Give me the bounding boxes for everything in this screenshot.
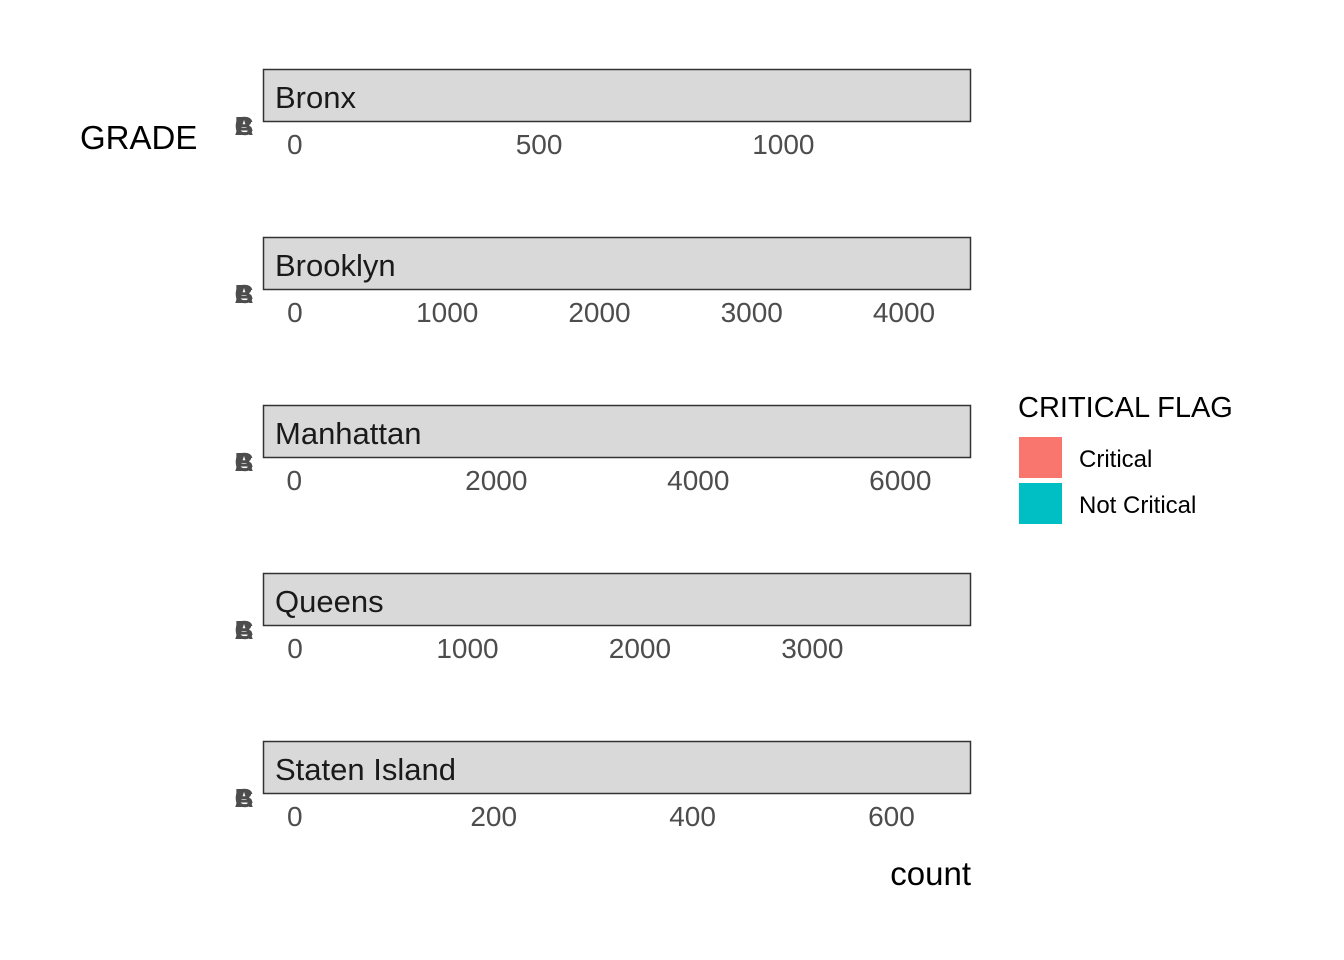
x-tick-label: 1000: [752, 129, 814, 160]
x-tick-label: 2000: [465, 465, 527, 496]
x-tick-label: 2000: [609, 633, 671, 664]
facet-strip-label: Bronx: [275, 80, 356, 115]
x-tick-label: 4000: [873, 297, 935, 328]
panel-staten-island: Staten Island ABC 0 200 400 600: [235, 740, 972, 832]
grade-tick-label: B: [235, 783, 254, 813]
facet-strip: [262, 236, 972, 291]
grade-tick-label: C: [235, 615, 254, 645]
grade-tick-label: A: [235, 279, 254, 309]
x-tick-label: 0: [287, 129, 303, 160]
x-tick-label: 4000: [667, 465, 729, 496]
legend-label: Critical: [1079, 446, 1152, 473]
x-tick-label: 2000: [568, 297, 630, 328]
facet-strip-label: Staten Island: [275, 752, 456, 787]
facet-strip-label: Queens: [275, 584, 384, 619]
x-tick-label: 0: [287, 297, 303, 328]
x-tick-label: 1000: [436, 633, 498, 664]
legend: CRITICAL FLAG Critical Not Critical: [1018, 392, 1233, 524]
x-axis-title: count: [890, 855, 971, 892]
facet-strip: [262, 68, 972, 123]
panel-bronx: Bronx ABC 0 500 1000: [235, 68, 972, 160]
x-tick-label: 0: [287, 633, 303, 664]
legend-item: Critical: [1019, 437, 1152, 478]
grade-tick-label: C: [235, 111, 254, 141]
panel-brooklyn: Brooklyn ABC 0 1000 2000 3000 4000: [235, 236, 972, 328]
legend-swatch: [1019, 437, 1062, 478]
x-tick-label: 200: [470, 801, 517, 832]
facet-strip-label: Brooklyn: [275, 248, 396, 283]
x-tick-label: 3000: [721, 297, 783, 328]
legend-item: Not Critical: [1019, 483, 1196, 524]
grade-tick-label: A: [235, 783, 254, 813]
panel-manhattan: Manhattan ABC 0 2000 4000 6000: [235, 404, 972, 496]
grade-tick-label: C: [235, 279, 254, 309]
legend-title: CRITICAL FLAG: [1018, 392, 1233, 424]
grade-tick-label: B: [235, 279, 254, 309]
x-tick-label: 6000: [869, 465, 931, 496]
x-tick-label: 0: [287, 801, 303, 832]
grade-tick-label: A: [235, 447, 254, 477]
grade-tick-label: C: [235, 447, 254, 477]
y-axis-title: GRADE: [80, 119, 197, 156]
grade-tick-label: B: [235, 447, 254, 477]
facet-strip: [262, 740, 972, 795]
x-tick-label: 500: [516, 129, 563, 160]
grade-tick-label: B: [235, 615, 254, 645]
legend-items: Critical Not Critical: [1019, 437, 1196, 524]
x-tick-label: 400: [669, 801, 716, 832]
grade-tick-label: A: [235, 615, 254, 645]
x-tick-label: 600: [868, 801, 915, 832]
grade-tick-label: B: [235, 111, 254, 141]
x-tick-label: 0: [287, 465, 303, 496]
facet-strip: [262, 572, 972, 627]
grade-tick-label: A: [235, 111, 254, 141]
grade-tick-label: C: [235, 783, 254, 813]
legend-label: Not Critical: [1079, 492, 1196, 519]
facet-strip-label: Manhattan: [275, 416, 422, 451]
x-tick-label: 3000: [781, 633, 843, 664]
facet-strip: [262, 404, 972, 459]
legend-swatch: [1019, 483, 1062, 524]
panel-queens: Queens ABC 0 1000 2000 3000: [235, 572, 972, 664]
x-tick-label: 1000: [416, 297, 478, 328]
